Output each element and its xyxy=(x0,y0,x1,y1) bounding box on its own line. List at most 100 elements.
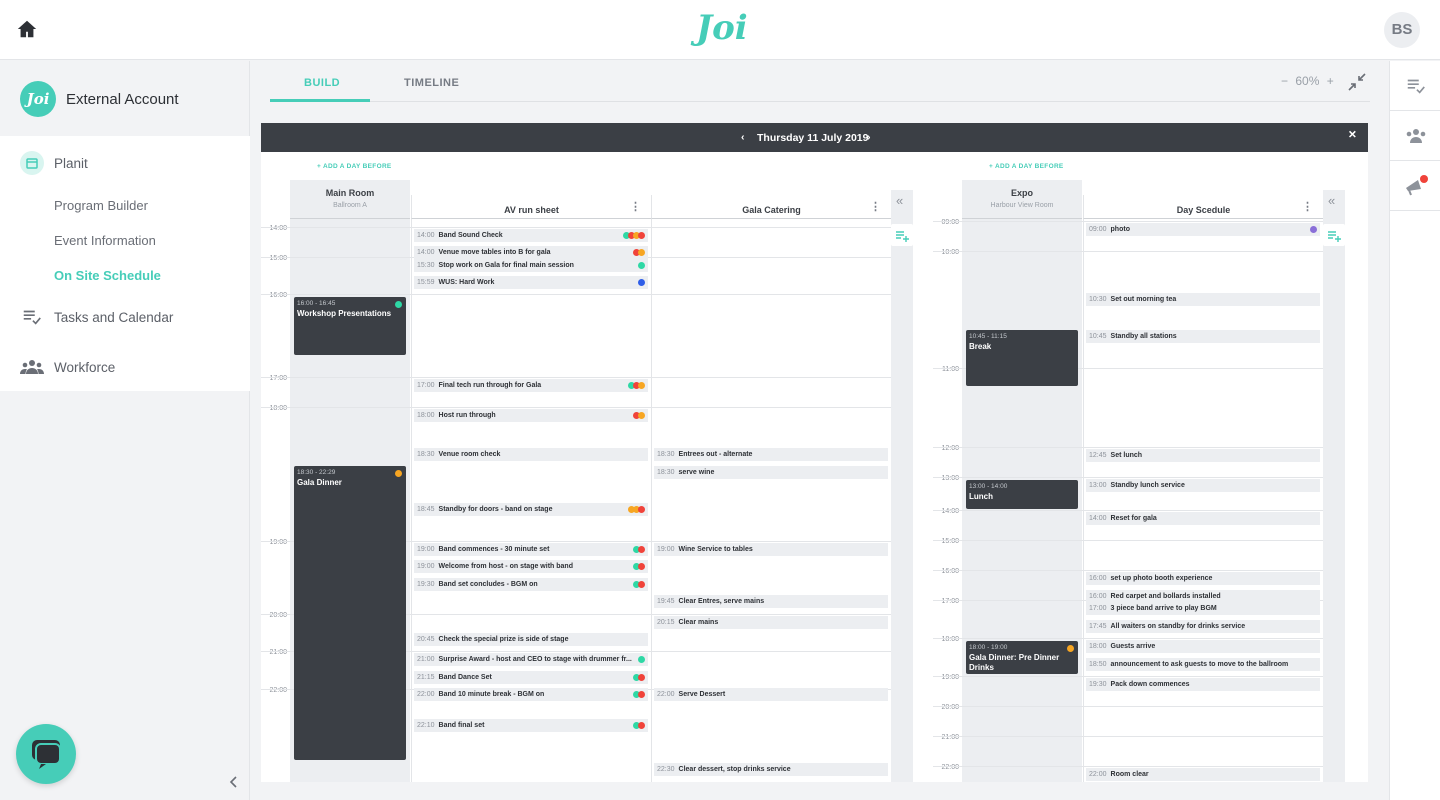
joi-logo[interactable]: Joi xyxy=(696,8,748,48)
column-title: Gala Catering xyxy=(742,205,801,215)
chat-button[interactable] xyxy=(16,724,76,784)
add-day-before-link[interactable]: + ADD A DAY BEFORE xyxy=(317,163,392,170)
day-header: ‹ Thursday 11 July 2019 › ✕ xyxy=(261,123,1368,152)
column-divider xyxy=(411,219,412,782)
run-sheet-item[interactable]: 13:00 Standby lunch service xyxy=(1086,479,1320,492)
run-sheet-item[interactable]: 15:59 WUS: Hard Work xyxy=(414,276,648,289)
zoom-in-button[interactable]: + xyxy=(1326,74,1334,88)
run-sheet-item[interactable]: 17:00 3 piece band arrive to play BGM xyxy=(1086,602,1320,615)
run-sheet-item[interactable]: 15:30 Stop work on Gala for final main se… xyxy=(414,259,648,272)
add-day-before-link[interactable]: + ADD A DAY BEFORE xyxy=(989,163,1064,170)
column-header: Day Scedule ⋮ xyxy=(1083,195,1323,219)
run-sheet-item[interactable]: 12:45 Set lunch xyxy=(1086,449,1320,462)
collapse-columns-button[interactable]: « xyxy=(1328,193,1336,208)
collapse-columns-button[interactable]: « xyxy=(896,193,904,208)
previous-day-button[interactable]: ‹ xyxy=(741,131,745,143)
location-subtitle: Harbour View Room xyxy=(990,202,1054,209)
run-sheet-item[interactable]: 18:00 Guests arrive xyxy=(1086,640,1320,653)
run-sheet-item[interactable]: 14:00 Venue move tables into B for gala xyxy=(414,246,648,259)
item-name: photo xyxy=(1110,226,1130,233)
collapse-view-icon[interactable] xyxy=(1347,72,1367,92)
item-time: 18:00 xyxy=(417,412,435,419)
assignee-dot xyxy=(638,722,645,729)
run-sheet-item[interactable]: 18:30 serve wine xyxy=(654,466,888,479)
run-sheet-item[interactable]: 14:00 Band Sound Check xyxy=(414,229,648,242)
session-block[interactable]: 13:00 - 14:00 Lunch xyxy=(966,480,1078,509)
run-sheet-item[interactable]: 22:00 Serve Dessert xyxy=(654,688,888,701)
run-sheet-item[interactable]: 18:00 Host run through xyxy=(414,409,648,422)
user-avatar[interactable]: BS xyxy=(1384,12,1420,48)
schedule-board: ‹ Thursday 11 July 2019 › ✕ + ADD A DAY … xyxy=(261,123,1368,782)
sidebar-item-on-site-schedule[interactable]: On Site Schedule xyxy=(0,267,250,283)
run-sheet-item[interactable]: 14:00 Reset for gala xyxy=(1086,512,1320,525)
add-column-button[interactable] xyxy=(891,224,913,246)
session-block[interactable]: 18:00 - 19:00 Gala Dinner: Pre Dinner Dri… xyxy=(966,641,1078,674)
session-block[interactable]: 18:30 - 22:29 Gala Dinner xyxy=(294,466,406,760)
run-sheet-item[interactable]: 19:30 Band set concludes - BGM on xyxy=(414,578,648,591)
run-sheet-item[interactable]: 22:30 Clear dessert, stop drinks service xyxy=(654,763,888,776)
run-sheet-item[interactable]: 19:00 Wine Service to tables xyxy=(654,543,888,556)
session-block[interactable]: 16:00 - 16:45 Workshop Presentations xyxy=(294,297,406,355)
run-sheet-item[interactable]: 20:45 Check the special prize is side of … xyxy=(414,633,648,646)
column-menu-button[interactable]: ⋮ xyxy=(870,201,881,213)
sidebar-item-workforce[interactable]: Workforce xyxy=(0,355,250,379)
time-label: 22:00 xyxy=(269,687,287,694)
run-sheet-item[interactable]: 16:00 Red carpet and bollards installed xyxy=(1086,590,1320,603)
hour-line xyxy=(261,651,891,652)
nav-panel xyxy=(0,136,250,391)
item-name: Guests arrive xyxy=(1110,643,1156,650)
run-sheet-item[interactable]: 18:45 Standby for doors - band on stage xyxy=(414,503,648,516)
item-name: Red carpet and bollards installed xyxy=(1110,593,1221,600)
run-sheet-item[interactable]: 18:30 Entrees out - alternate xyxy=(654,448,888,461)
run-sheet-item[interactable]: 20:15 Clear mains xyxy=(654,616,888,629)
run-sheet-item[interactable]: 10:30 Set out morning tea xyxy=(1086,293,1320,306)
sidebar-item-program-builder[interactable]: Program Builder xyxy=(0,197,250,213)
run-sheet-item[interactable]: 10:45 Standby all stations xyxy=(1086,330,1320,343)
location-header[interactable]: Main Room Ballroom A xyxy=(290,180,410,219)
run-sheet-item[interactable]: 22:00 Band 10 minute break - BGM on xyxy=(414,688,648,701)
column-menu-button[interactable]: ⋮ xyxy=(630,201,641,213)
run-sheet-item[interactable]: 19:30 Pack down commences xyxy=(1086,678,1320,691)
run-sheet-item[interactable]: 21:15 Band Dance Set xyxy=(414,671,648,684)
session-time: 13:00 - 14:00 xyxy=(969,483,1008,490)
tab-build[interactable]: BUILD xyxy=(304,77,341,89)
run-sheet-item[interactable]: 17:45 All waiters on standby for drinks s… xyxy=(1086,620,1320,633)
run-sheet-item[interactable]: 18:30 Venue room check xyxy=(414,448,648,461)
run-sheet-item[interactable]: 19:00 Band commences - 30 minute set xyxy=(414,543,648,556)
run-sheet-item[interactable]: 22:00 Room clear xyxy=(1086,768,1320,781)
close-day-button[interactable]: ✕ xyxy=(1348,129,1357,141)
run-sheet-item[interactable]: 09:00 photo xyxy=(1086,223,1320,236)
run-sheet-item[interactable]: 18:50 announcement to ask guests to move … xyxy=(1086,658,1320,671)
sidebar-item-planit[interactable]: Planit xyxy=(0,151,250,175)
collapse-rail: « xyxy=(1323,190,1345,782)
tasks-panel-button[interactable] xyxy=(1390,61,1440,111)
tab-timeline[interactable]: TIMELINE xyxy=(404,77,460,89)
people-panel-button[interactable] xyxy=(1390,111,1440,161)
add-column-button[interactable] xyxy=(1323,224,1345,246)
hour-line xyxy=(261,227,891,228)
location-header[interactable]: Expo Harbour View Room xyxy=(962,180,1082,219)
column-menu-button[interactable]: ⋮ xyxy=(1302,201,1313,213)
sidebar-item-event-information[interactable]: Event Information xyxy=(0,232,250,248)
zoom-out-button[interactable]: − xyxy=(1281,74,1289,88)
calendar-icon xyxy=(20,151,44,175)
run-sheet-item[interactable]: 16:00 set up photo booth experience xyxy=(1086,572,1320,585)
assignee-dot xyxy=(638,279,645,286)
run-sheet-item[interactable]: 19:00 Welcome from host - on stage with b… xyxy=(414,560,648,573)
home-icon[interactable] xyxy=(16,18,38,40)
item-time: 14:00 xyxy=(1089,515,1107,522)
collapse-sidebar-icon[interactable] xyxy=(226,774,242,790)
item-time: 18:00 xyxy=(1089,643,1107,650)
run-sheet-item[interactable]: 22:10 Band final set xyxy=(414,719,648,732)
account-switcher[interactable]: Joi External Account xyxy=(20,81,179,117)
item-name: Clear mains xyxy=(678,619,719,626)
hour-line xyxy=(933,368,1323,369)
announcements-button[interactable] xyxy=(1390,161,1440,211)
item-assignees xyxy=(638,656,645,663)
session-block[interactable]: 10:45 - 11:15 Break xyxy=(966,330,1078,386)
sidebar-item-tasks-and-calendar[interactable]: Tasks and Calendar xyxy=(0,305,250,329)
run-sheet-item[interactable]: 21:00 Surprise Award - host and CEO to st… xyxy=(414,653,648,666)
run-sheet-item[interactable]: 17:00 Final tech run through for Gala xyxy=(414,379,648,392)
next-day-button[interactable]: › xyxy=(867,131,871,143)
run-sheet-item[interactable]: 19:45 Clear Entres, serve mains xyxy=(654,595,888,608)
